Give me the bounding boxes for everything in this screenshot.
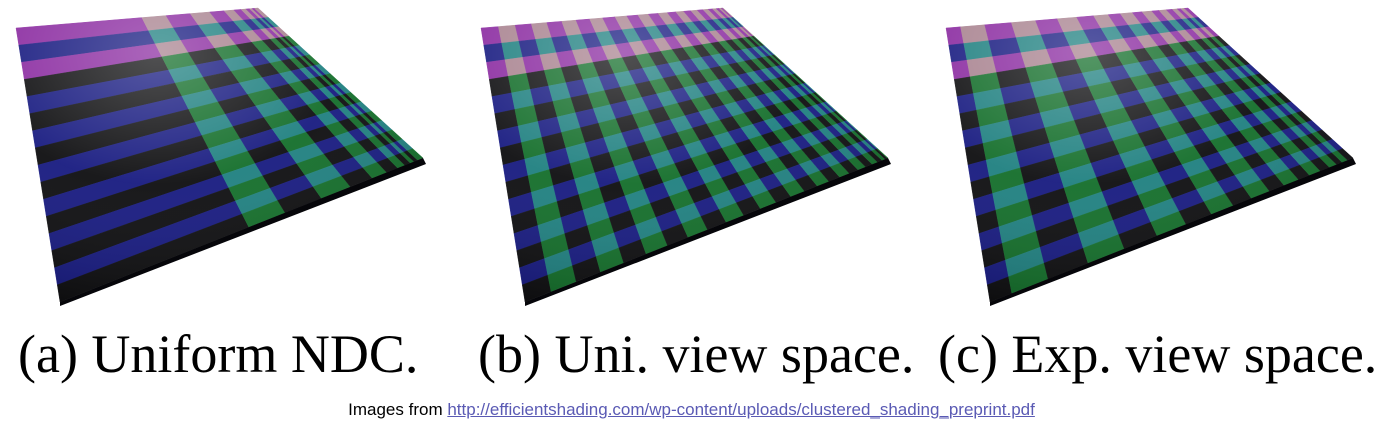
figure-a-uniform-ndc	[0, 0, 440, 320]
figure-c-exponential-view-space	[930, 0, 1370, 320]
source-credit: Images from http://efficientshading.com/…	[0, 398, 1383, 422]
source-link[interactable]: http://efficientshading.com/wp-content/u…	[447, 400, 1035, 419]
figure-c-render	[945, 7, 1356, 306]
caption-a: (a) Uniform NDC.	[18, 324, 419, 384]
figure-b-render	[480, 7, 891, 306]
caption-b: (b) Uni. view space.	[478, 324, 915, 384]
lighting-overlay	[16, 8, 423, 302]
plane-edge	[525, 158, 891, 306]
plane-edge	[990, 158, 1356, 306]
caption-c: (c) Exp. view space.	[938, 324, 1378, 384]
figure-a-render	[15, 7, 426, 306]
source-prefix: Images from	[348, 400, 448, 419]
plane-edge	[60, 158, 426, 306]
figure-b-uniform-view-space	[465, 0, 905, 320]
lighting-overlay	[481, 8, 888, 302]
lighting-overlay	[946, 8, 1353, 302]
